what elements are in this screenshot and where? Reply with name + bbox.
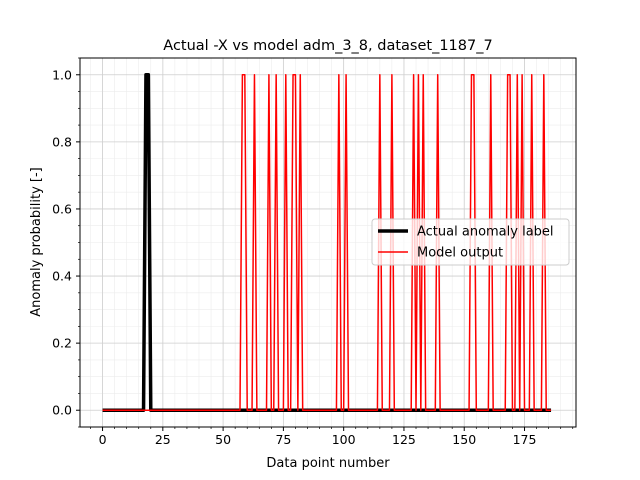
legend-label-model: Model output	[417, 246, 503, 261]
chart-title: Actual -X vs model adm_3_8, dataset_1187…	[163, 38, 492, 54]
legend: Actual anomaly label Model output	[371, 218, 570, 266]
y-axis-ticks: 0.0 0.2 0.4 0.6 0.8 1.0	[52, 57, 80, 428]
x-tick-label: 75	[275, 432, 291, 447]
x-tick-label: 125	[392, 432, 416, 447]
x-tick-label: 50	[215, 432, 231, 447]
y-tick-label: 0.8	[52, 134, 72, 149]
y-tick-label: 0.4	[52, 269, 72, 284]
x-tick-label: 150	[452, 432, 476, 447]
y-tick-label: 0.2	[52, 336, 72, 351]
y-tick-label: 0.0	[52, 403, 72, 418]
plot-lines	[102, 73, 552, 412]
y-tick-label: 0.6	[52, 201, 72, 216]
x-axis-label: Data point number	[266, 456, 390, 471]
x-tick-label: 175	[513, 432, 537, 447]
y-tick-label: 1.0	[52, 67, 72, 82]
legend-label-actual: Actual anomaly label	[417, 225, 554, 240]
x-tick-label: 0	[99, 432, 107, 447]
legend-box	[371, 218, 570, 266]
x-tick-label: 25	[155, 432, 171, 447]
y-axis-label: Anomaly probability [-]	[29, 167, 44, 316]
model-output-line	[102, 74, 552, 411]
x-axis-ticks: 0 25 50 75 100 125 150 175	[90, 427, 574, 447]
x-tick-label: 100	[332, 432, 356, 447]
